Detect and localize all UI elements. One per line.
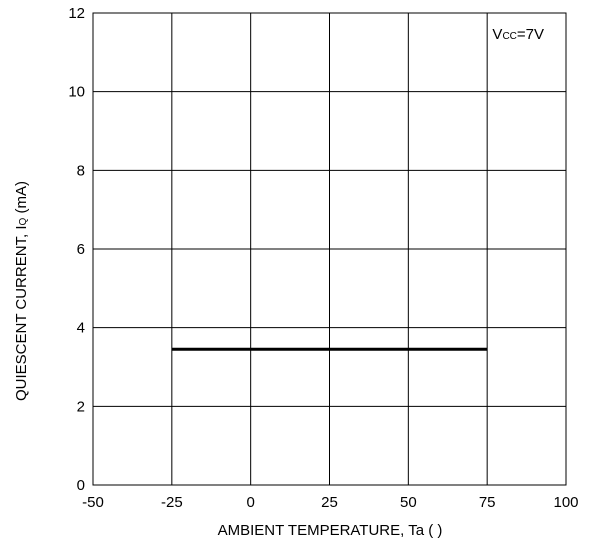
- y-tick-label: 8: [77, 162, 85, 179]
- y-tick-label: 4: [77, 320, 85, 337]
- x-tick-label: 25: [321, 494, 338, 511]
- x-tick-label: 100: [553, 494, 578, 511]
- y-tick-labels: 0 2 4 6 8 10 12: [68, 5, 85, 494]
- vcc-annotation: VCC=7V: [492, 26, 544, 43]
- x-tick-labels: -50 -25 0 25 50 75 100: [82, 494, 578, 511]
- x-tick-label: 75: [479, 494, 496, 511]
- y-tick-label: 10: [68, 84, 85, 101]
- x-tick-label: -25: [161, 494, 183, 511]
- y-tick-label: 2: [77, 398, 85, 415]
- x-axis-label: AMBIENT TEMPERATURE, Ta ( ): [218, 522, 443, 539]
- y-axis-label: QUIESCENT CURRENT, IQ (mA): [13, 181, 30, 401]
- x-tick-label: -50: [82, 494, 104, 511]
- grid-lines: [93, 13, 566, 485]
- plot-frame: [92, 12, 567, 486]
- x-tick-label: 50: [400, 494, 417, 511]
- y-tick-label: 12: [68, 5, 85, 22]
- y-tick-label: 6: [77, 241, 85, 258]
- y-tick-label: 0: [77, 477, 85, 494]
- x-tick-label: 0: [246, 494, 254, 511]
